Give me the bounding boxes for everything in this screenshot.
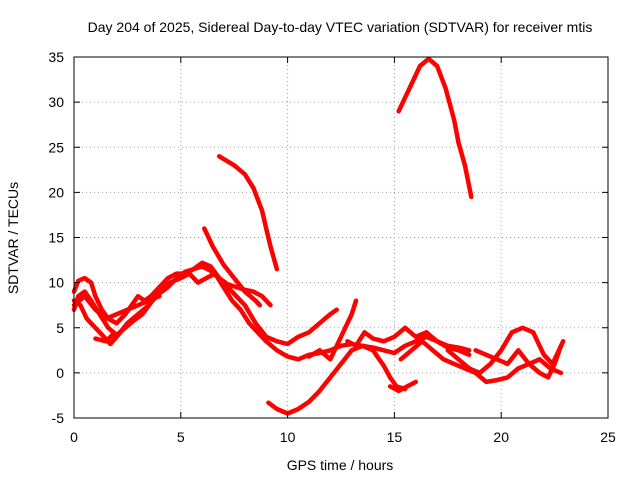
series-layer	[71, 56, 566, 416]
series-line-trace-6	[202, 226, 263, 308]
series-line-trace-14	[445, 325, 566, 376]
series-line-trace-3	[71, 271, 472, 362]
series-line-trace-9	[266, 343, 408, 416]
x-axis-label: GPS time / hours	[287, 457, 394, 473]
series-line-trace-7	[216, 154, 280, 272]
y-tick-label: 35	[48, 49, 64, 65]
series-line-trace-15	[473, 343, 564, 380]
series-line-trace-10	[306, 298, 359, 362]
x-tick-label: 15	[387, 429, 403, 445]
y-tick-label: 20	[48, 184, 64, 200]
series-line-trace-12	[387, 379, 419, 394]
series-line-trace-4	[71, 293, 162, 321]
series-line-trace-13	[398, 339, 564, 385]
series-line-trace-5	[93, 332, 115, 344]
y-axis-label: SDTVAR / TECUs	[5, 182, 21, 294]
x-tick-label: 5	[177, 429, 185, 445]
tick-layer: 0 5 10 15 20 25 -5 0 5 10 15 20 25 30 35	[48, 49, 616, 445]
x-tick-label: 20	[493, 429, 509, 445]
y-tick-label: -5	[52, 410, 65, 426]
y-tick-label: 25	[48, 139, 64, 155]
x-tick-label: 10	[280, 429, 296, 445]
x-tick-label: 0	[70, 429, 78, 445]
series-line-trace-8	[396, 56, 474, 200]
x-tick-label: 25	[600, 429, 616, 445]
y-tick-label: 15	[48, 230, 64, 246]
y-tick-label: 30	[48, 94, 64, 110]
y-tick-label: 0	[56, 365, 64, 381]
y-tick-label: 5	[56, 320, 64, 336]
y-tick-label: 10	[48, 275, 64, 291]
series-line-trace-11	[345, 325, 472, 358]
chart-title: Day 204 of 2025, Sidereal Day-to-day VTE…	[88, 19, 593, 35]
